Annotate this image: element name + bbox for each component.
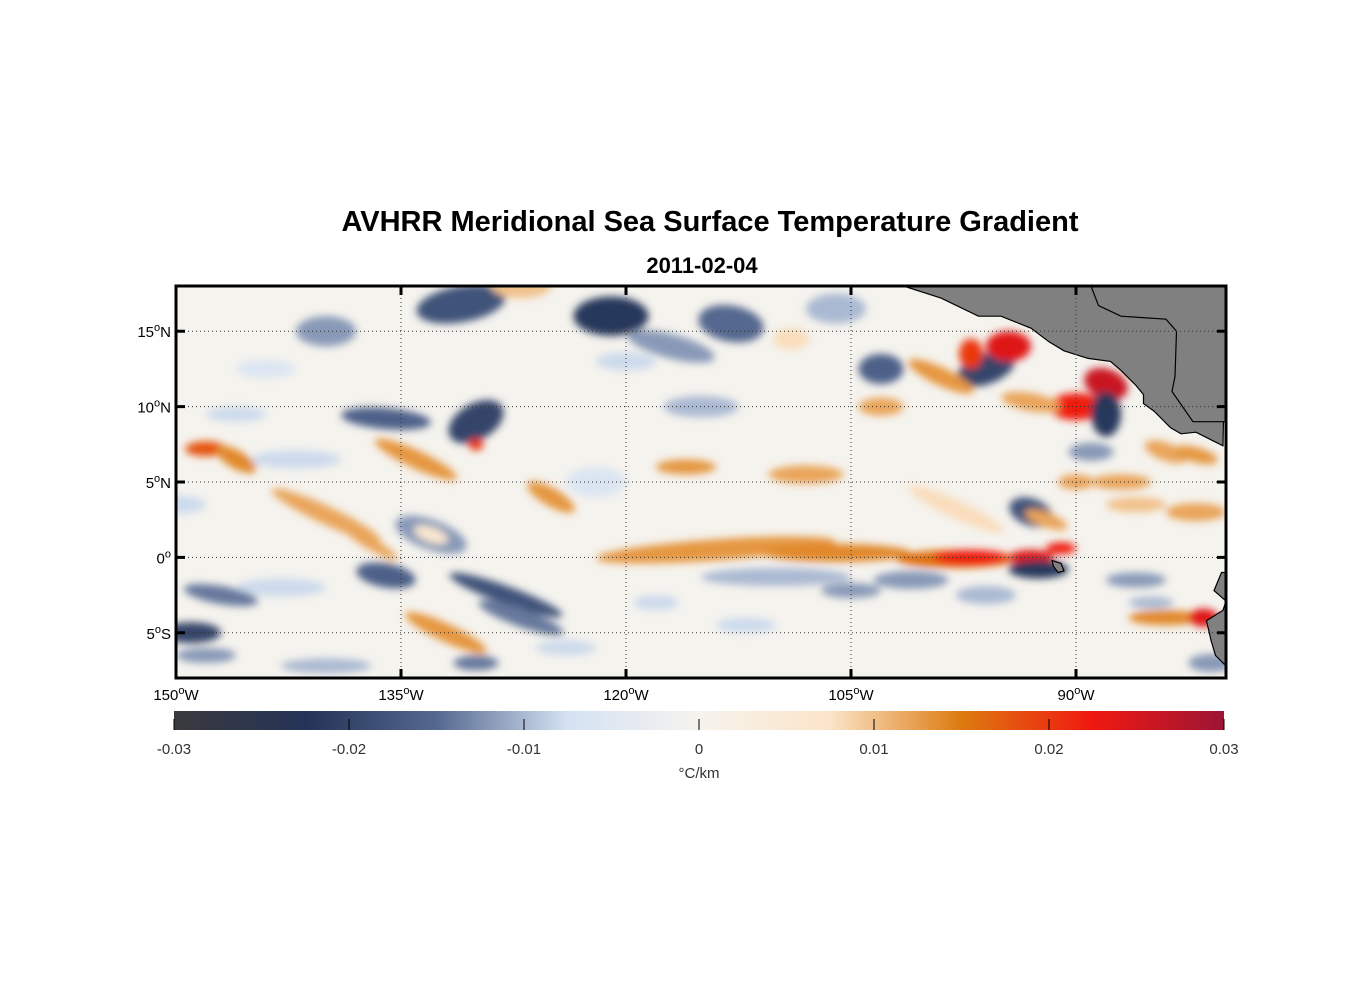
gradient-feature	[449, 572, 563, 618]
land-polygon	[1051, 559, 1065, 574]
latitude-label: 15oN	[137, 322, 171, 341]
longitude-label: 90oW	[1058, 685, 1096, 704]
gradient-feature	[1068, 442, 1114, 461]
colorbar-tick-label: 0.03	[1209, 741, 1238, 758]
longitude-label: 135oW	[378, 685, 424, 704]
gradient-feature	[184, 584, 258, 607]
grid-lines	[176, 286, 1226, 678]
gradient-feature	[768, 465, 844, 484]
land-polygon	[1090, 286, 1226, 423]
gradient-feature	[176, 495, 206, 514]
colorbar-tick-label: 0.01	[859, 741, 888, 758]
gradient-feature	[1091, 391, 1121, 437]
gradient-feature	[341, 407, 431, 430]
gradient-feature	[296, 316, 356, 347]
land-polygon	[1205, 571, 1226, 667]
gradient-feature	[1128, 596, 1174, 609]
gradient-feature	[271, 488, 381, 542]
gradient-feature	[761, 543, 911, 562]
longitude-label: 150oW	[153, 685, 199, 704]
gradient-feature	[1188, 653, 1226, 672]
gradient-feature	[448, 400, 504, 444]
gradient-feature	[908, 359, 974, 394]
gradient-feature	[627, 329, 715, 363]
gradient-feature	[356, 562, 416, 589]
gradient-feature	[986, 331, 1031, 362]
gradient-feature	[215, 445, 257, 474]
latitude-label: 0o	[157, 548, 171, 567]
gradient-field	[176, 286, 1226, 674]
gradient-feature	[1084, 367, 1128, 401]
gradient-feature	[413, 525, 449, 545]
colorbar-tick-label: -0.03	[157, 741, 191, 758]
axis-ticks	[176, 286, 1226, 678]
colorbar-tick-label: -0.02	[332, 741, 366, 758]
colorbar-tick-label: -0.01	[507, 741, 541, 758]
gradient-feature	[1166, 503, 1226, 522]
colorbar-ticks	[173, 719, 1225, 730]
gradient-feature	[1024, 509, 1068, 531]
gradient-feature	[1106, 497, 1166, 513]
gradient-feature	[656, 459, 716, 475]
gradient-feature	[468, 438, 484, 451]
gradient-feature	[236, 359, 296, 378]
gradient-feature	[1174, 445, 1218, 465]
gradient-feature	[375, 438, 457, 481]
gradient-feature	[1144, 440, 1188, 464]
gradient-feature	[536, 640, 596, 656]
gradient-feature	[176, 647, 236, 663]
longitude-label: 105oW	[828, 685, 874, 704]
land-polygon	[903, 286, 1226, 447]
colorbar-tick-label: 0	[695, 741, 703, 758]
gradient-feature	[1128, 610, 1204, 626]
gradient-feature	[478, 600, 564, 636]
gradient-feature	[858, 353, 904, 384]
gradient-feature	[596, 352, 656, 371]
gradient-feature	[281, 658, 371, 674]
latitude-labels: 15oN 10oN 5oN 0o 5oS	[137, 322, 171, 643]
figure-title: AVHRR Meridional Sea Surface Temperature…	[341, 206, 1079, 238]
colorbar-unit: °C/km	[679, 765, 720, 782]
latitude-label: 10oN	[137, 398, 171, 417]
gradient-feature	[873, 570, 949, 590]
gradient-feature	[573, 296, 649, 336]
longitude-labels: 150oW 135oW 120oW 105oW 90oW	[153, 685, 1095, 704]
gradient-feature	[1001, 391, 1061, 413]
gradient-feature	[344, 527, 398, 560]
gradient-feature	[633, 595, 679, 611]
gradient-feature	[1046, 542, 1076, 555]
gradient-feature	[956, 586, 1016, 605]
colorbar-labels: -0.03 -0.02 -0.01 0 0.01 0.02 0.03	[157, 741, 1239, 758]
gradient-feature	[908, 485, 1004, 533]
gradient-feature	[773, 328, 809, 350]
gradient-feature	[701, 567, 851, 587]
figure-date: 2011-02-04	[646, 253, 758, 278]
gradient-feature	[416, 286, 506, 324]
gradient-feature	[806, 293, 866, 324]
gradient-feature	[453, 655, 499, 671]
latitude-label: 5oS	[147, 624, 171, 643]
longitude-label: 120oW	[603, 685, 649, 704]
gradient-feature	[251, 450, 341, 469]
land-mask	[903, 286, 1226, 667]
gradient-feature	[236, 578, 326, 597]
gradient-feature	[491, 286, 551, 299]
gradient-feature	[959, 338, 983, 369]
colorbar-tick-label: 0.02	[1034, 741, 1063, 758]
gradient-feature	[206, 406, 266, 422]
latitude-label: 5oN	[146, 473, 171, 492]
gradient-feature	[176, 622, 221, 644]
gradient-feature	[698, 304, 764, 343]
gradient-feature	[405, 612, 487, 654]
gradient-feature	[527, 481, 575, 513]
gradient-feature	[596, 536, 836, 564]
gradient-feature	[933, 549, 1009, 565]
gradient-feature	[716, 617, 776, 633]
gradient-feature	[1106, 572, 1166, 588]
